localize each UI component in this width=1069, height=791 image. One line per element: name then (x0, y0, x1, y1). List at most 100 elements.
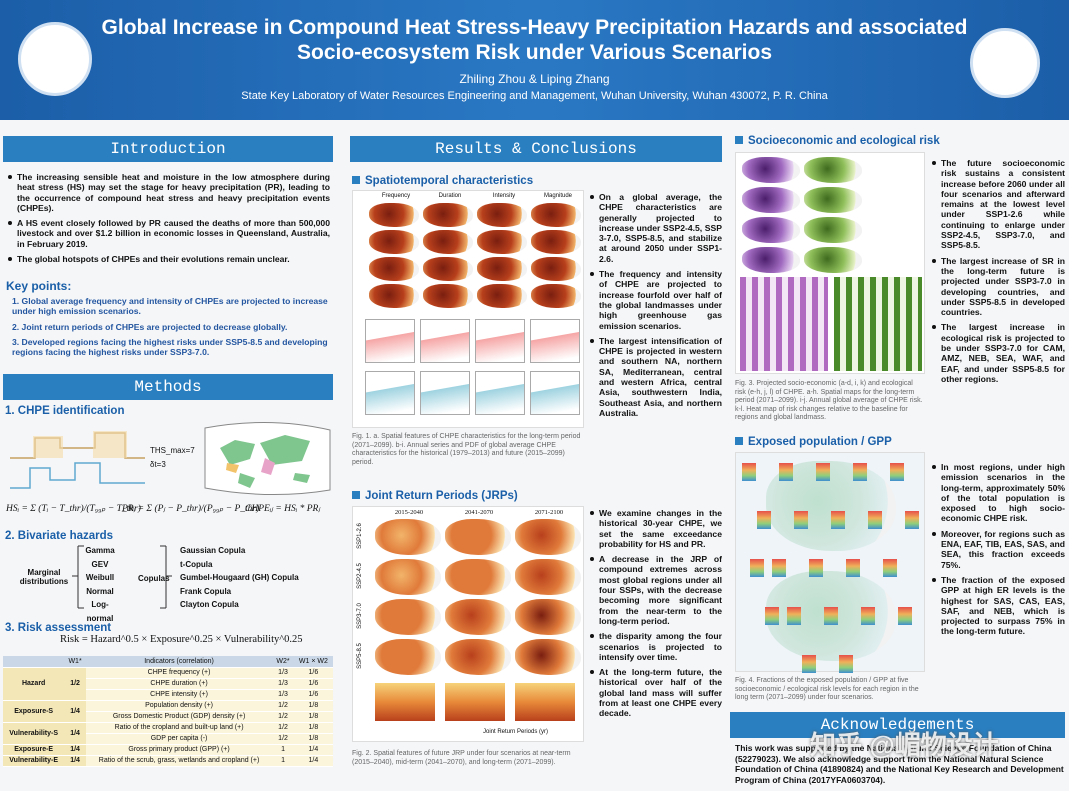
map-panel (531, 284, 581, 308)
bullet: The largest increase of SR in the long-t… (930, 256, 1065, 318)
weight-cell: 1/4 (64, 744, 86, 756)
header-cell: Indicators (correlation) (85, 656, 273, 668)
map-panel (742, 187, 800, 213)
table-row: CHPE intensity (+) 1/3 1/6 (3, 689, 333, 701)
weight-cell: 1/4 (64, 722, 86, 745)
bullet-list: In most regions, under high emission sce… (930, 462, 1065, 642)
chart-panel (365, 319, 415, 363)
table-cell: 1/3 (272, 689, 294, 701)
map-panel (515, 599, 581, 635)
table-cell: CHPE frequency (+) (85, 667, 273, 679)
chart-panel (530, 319, 580, 363)
column-label: Frequency (381, 193, 411, 199)
section-heading: Methods (3, 374, 333, 400)
table-cell: 1/8 (293, 722, 333, 734)
bullet: A decrease in the JRP of compound extrem… (588, 554, 722, 626)
table-cell: 1 (272, 755, 294, 767)
map-panel (423, 284, 473, 308)
mini-bar (868, 511, 882, 529)
table-row: Exposure-E 1/4 Gross primary product (GPP)… (3, 744, 333, 756)
map-panel (423, 257, 473, 281)
table-cell: CHPE intensity (+) (85, 689, 273, 701)
formula: PRⱼ = Σ (Pⱼ − P_thr)/(P₉₉ₚ − P_thr) (122, 504, 260, 514)
table-cell: 1/8 (293, 733, 333, 745)
chart-panel (420, 371, 470, 415)
table-cell: 1/2 (272, 722, 294, 734)
distribution: Log-normal (86, 600, 114, 623)
map-panel (375, 559, 441, 595)
formula: HSᵢ = Σ (Tᵢ − T_thr)/(T₉₉ₚ − T_thr) (6, 504, 141, 514)
table-cell: 1/8 (293, 711, 333, 723)
legend-title: Joint Return Periods (yr) (483, 729, 549, 735)
caption: Fig. 2. Spatial features of future JRP u… (352, 750, 571, 766)
bullet-list: The increasing sensible heat and moistur… (6, 172, 330, 269)
formula: Risk = Hazard^0.5 × Exposure^0.25 × Vuln… (60, 634, 303, 645)
column-label: 2071-2100 (534, 509, 564, 516)
table-row: Vulnerability-S 1/4 Ratio of the cropland … (3, 722, 333, 745)
distribution: Gamma (85, 546, 115, 555)
mini-bar (831, 511, 845, 529)
bullet: Moreover, for regions such as ENA, EAF, … (930, 529, 1065, 570)
chart-panel (420, 319, 470, 363)
subheading: Key points: (6, 279, 72, 293)
table-cell: 1/3 (272, 667, 294, 679)
figure: Frequency Duration Intensity Magnitude (352, 190, 584, 428)
table-cell: 1/8 (293, 700, 333, 712)
section-heading: Acknowledgements (730, 712, 1065, 738)
map-panel (423, 230, 473, 254)
table-cell: 1/2 (272, 711, 294, 723)
bullet: In most regions, under high emission sce… (930, 462, 1065, 524)
map-panel (423, 203, 473, 227)
label: δt=3 (150, 460, 166, 469)
mini-bar (905, 511, 919, 529)
weight-cell: 1/4 (64, 700, 86, 723)
subheading: Joint Return Periods (JRPs) (365, 490, 518, 502)
map-panel (531, 257, 581, 281)
map-panel (742, 217, 800, 243)
table-row: CHPE duration (+) 1/3 1/6 (3, 678, 333, 690)
map-panel (804, 217, 862, 243)
group-cell: Exposure-E (3, 744, 65, 756)
map-panel (445, 599, 511, 635)
mini-bar (846, 559, 860, 577)
mini-bar (757, 511, 771, 529)
weights-table: W1* Indicators (correlation) W2* W1 × W2 Haz… (3, 656, 333, 767)
map-panel (375, 639, 441, 675)
column-label: Intensity (492, 193, 516, 199)
caption: Fig. 1. a. Spatial features of CHPE char… (352, 433, 581, 466)
header-row: W1* Indicators (correlation) W2* W1 × W2 (3, 656, 333, 668)
bullet-list: We examine changes in the historical 30-… (588, 508, 722, 724)
table-cell: CHPE duration (+) (85, 678, 273, 690)
bullet: The global hotspots of CHPEs and their e… (6, 254, 330, 264)
bullet: The frequency and intensity of CHPE are … (588, 269, 722, 331)
distribution: Normal (86, 586, 114, 596)
heatmap (834, 277, 922, 371)
header-cell (3, 656, 65, 668)
subheading: 1. CHPE identification (5, 405, 125, 417)
map-panel (477, 257, 527, 281)
key-point: 1. Global average frequency and intensit… (12, 296, 328, 317)
bar-panel (375, 683, 435, 721)
distribution: Weibull (85, 573, 115, 582)
bullet: A HS event closely followed by PR caused… (6, 218, 330, 249)
copula: Gumbel-Hougaard (GH) Copula (180, 573, 299, 582)
subheading: 2. Bivariate hazards (5, 530, 114, 542)
column-label: 2041-2070 (464, 509, 494, 516)
mini-bar (839, 655, 853, 673)
heatmap (740, 277, 828, 371)
table-cell: 1/4 (293, 744, 333, 756)
subheading: Spatiotemporal characteristics (365, 175, 534, 187)
university-logo (18, 22, 92, 96)
group-cell: Vulnerability-E (3, 755, 65, 767)
subheading: Socioeconomic and ecological risk (748, 135, 940, 147)
chart-panel (475, 371, 525, 415)
mini-bar (772, 559, 786, 577)
mini-bar (861, 607, 875, 625)
chart-panel (475, 319, 525, 363)
mini-bar (787, 607, 801, 625)
label: THS_max=7 (150, 446, 195, 455)
label: Marginal distributions (19, 568, 69, 586)
map-panel (531, 230, 581, 254)
header-cell: W2* (272, 656, 294, 668)
